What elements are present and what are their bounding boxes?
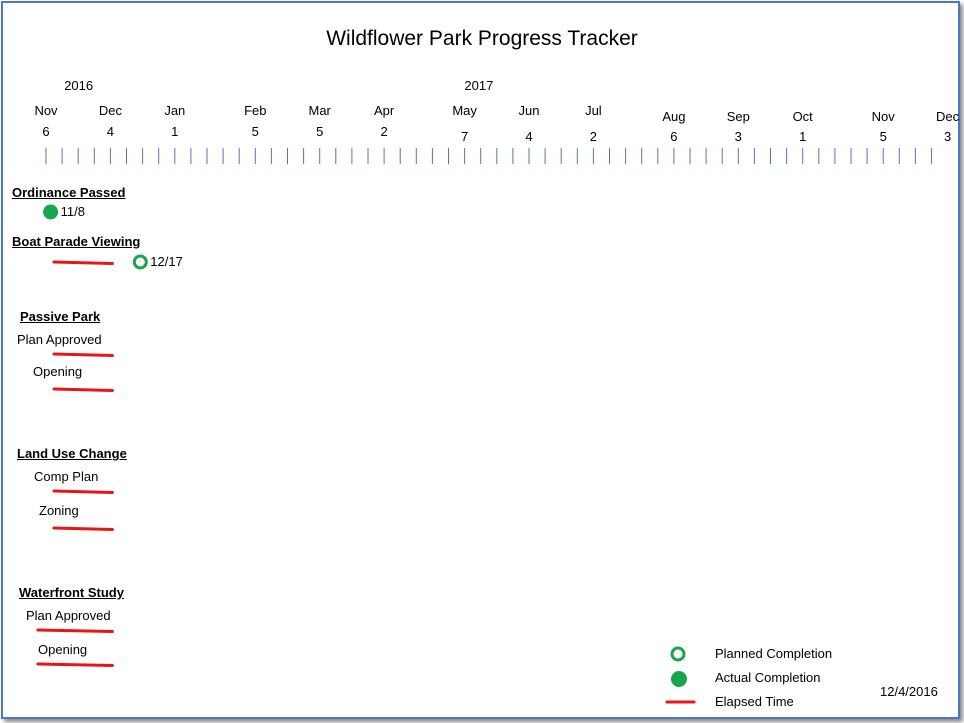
day-label: 5: [251, 124, 259, 139]
month-label: Mar: [308, 103, 331, 118]
day-label: 3: [734, 129, 742, 144]
legend-planned-label: Planned Completion: [715, 646, 833, 661]
day-label: 1: [799, 129, 807, 144]
day-label: 5: [879, 129, 887, 144]
month-label: Feb: [244, 103, 267, 118]
day-label: 3: [943, 129, 952, 144]
chart-title: Wildflower Park Progress Tracker: [326, 27, 638, 50]
day-label: 5: [316, 124, 324, 139]
month-label: Nov: [34, 103, 58, 118]
day-label: 2: [589, 129, 597, 144]
day-label: 6: [42, 124, 50, 139]
day-label: 4: [525, 129, 533, 144]
planned-completion-marker: [132, 254, 148, 270]
milestone-label: Plan Approved: [26, 608, 111, 623]
month-label: Oct: [792, 109, 813, 124]
day-label: 2: [380, 124, 388, 139]
legend-elapsed-label: Elapsed Time: [715, 694, 794, 709]
year-label: 2016: [64, 78, 94, 93]
day-label: 1: [171, 124, 179, 139]
elapsed-bar: [52, 489, 114, 494]
legend-actual-marker: [671, 671, 687, 687]
marker-date-label: 12/17: [150, 254, 183, 269]
section-heading: Waterfront Study: [19, 585, 124, 600]
month-label: Nov: [871, 109, 895, 124]
day-label: 7: [460, 129, 469, 144]
day-label: 4: [106, 124, 114, 139]
milestone-label: Comp Plan: [34, 469, 99, 484]
section-heading: Passive Park: [20, 309, 101, 324]
milestone-label: Opening: [33, 364, 83, 379]
year-label: 2017: [464, 78, 494, 93]
month-label: Jan: [164, 103, 186, 118]
legend-actual-label: Actual Completion: [715, 670, 821, 685]
marker-date-label: 11/8: [60, 204, 85, 219]
elapsed-bar: [36, 628, 114, 633]
month-label: Jul: [585, 103, 602, 118]
milestone-label: Plan Approved: [17, 332, 102, 347]
month-label: Aug: [662, 109, 686, 124]
section-heading: Land Use Change: [17, 446, 127, 461]
milestone-label: Zoning: [39, 503, 79, 518]
day-label: 6: [670, 129, 678, 144]
month-label: Dec: [936, 109, 960, 124]
elapsed-bar: [52, 526, 114, 531]
section-heading: Ordinance Passed: [12, 185, 126, 200]
status-date: 12/4/2016: [880, 684, 938, 699]
elapsed-bar: [52, 260, 114, 265]
section-heading: Boat Parade Viewing: [12, 234, 141, 249]
month-label: Sep: [726, 109, 750, 124]
month-label: May: [452, 103, 477, 118]
month-label: Apr: [373, 103, 395, 118]
actual-completion-marker: [43, 204, 59, 220]
month-label: Jun: [518, 103, 540, 118]
month-label: Dec: [98, 103, 122, 118]
elapsed-bar: [36, 662, 114, 667]
legend-planned-marker: [670, 646, 686, 662]
week-ticks: [45, 148, 932, 164]
elapsed-bar: [52, 352, 114, 357]
elapsed-bar: [52, 387, 114, 392]
milestone-label: Opening: [38, 642, 88, 657]
